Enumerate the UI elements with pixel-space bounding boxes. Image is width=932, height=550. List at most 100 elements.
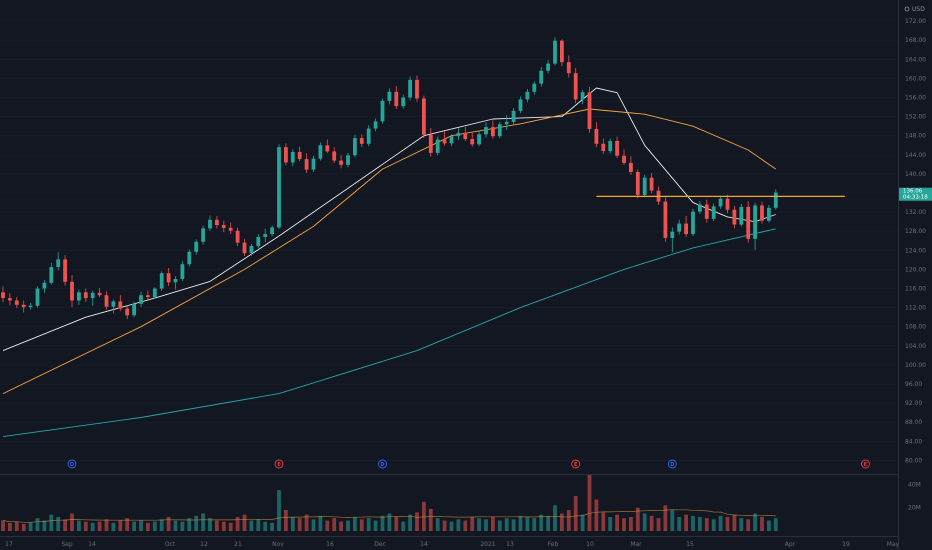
candle[interactable]: [422, 95, 426, 139]
candle[interactable]: [304, 153, 309, 173]
candle[interactable]: [70, 275, 74, 308]
candle[interactable]: [353, 134, 357, 158]
earnings-marker[interactable]: E: [571, 459, 581, 469]
candle[interactable]: [635, 169, 640, 199]
candle[interactable]: [629, 156, 633, 175]
candle[interactable]: [670, 227, 675, 253]
time-axis[interactable]: 17 Sep 14 Oct 12 21 Nov 16 Dec 14 2021 13 Feb 10 Mar 15…: [5, 541, 899, 548]
candle[interactable]: [477, 131, 481, 147]
candle[interactable]: [284, 143, 288, 166]
candle[interactable]: [90, 290, 95, 306]
candle[interactable]: [180, 261, 185, 281]
candle[interactable]: [139, 291, 143, 308]
candle[interactable]: [394, 86, 399, 109]
candle[interactable]: [373, 118, 378, 132]
candle[interactable]: [83, 288, 88, 302]
candle[interactable]: [408, 76, 412, 101]
candle[interactable]: [415, 75, 419, 102]
candle[interactable]: [242, 238, 247, 257]
candle[interactable]: [566, 55, 571, 78]
dividend-marker[interactable]: D: [67, 459, 77, 469]
candle[interactable]: [235, 227, 240, 247]
candle[interactable]: [208, 215, 212, 231]
candle[interactable]: [173, 276, 178, 290]
candle[interactable]: [42, 279, 47, 293]
candle[interactable]: [366, 125, 371, 147]
candle[interactable]: [560, 39, 564, 66]
candle[interactable]: [290, 149, 295, 167]
candle[interactable]: [532, 81, 537, 95]
candle[interactable]: [615, 136, 619, 159]
candle[interactable]: [518, 96, 523, 114]
candle[interactable]: [663, 197, 668, 242]
candle[interactable]: [504, 115, 509, 130]
candle[interactable]: [311, 155, 316, 173]
candle[interactable]: [739, 204, 744, 227]
candle[interactable]: [146, 290, 150, 301]
candle[interactable]: [573, 67, 578, 104]
candle[interactable]: [642, 174, 647, 198]
candle[interactable]: [767, 204, 771, 223]
candles[interactable]: [1, 37, 778, 320]
candle[interactable]: [152, 287, 157, 299]
candle[interactable]: [553, 37, 557, 66]
candle[interactable]: [456, 128, 461, 141]
candle[interactable]: [166, 267, 171, 287]
candle[interactable]: [435, 136, 440, 156]
candle[interactable]: [497, 121, 502, 139]
candle[interactable]: [594, 122, 599, 148]
candle[interactable]: [270, 225, 274, 237]
candle[interactable]: [608, 138, 613, 154]
candle[interactable]: [725, 194, 730, 214]
candle[interactable]: [463, 127, 468, 141]
candle[interactable]: [691, 208, 695, 236]
candle[interactable]: [339, 155, 343, 169]
candle[interactable]: [428, 128, 433, 157]
candle[interactable]: [297, 146, 302, 162]
candle[interactable]: [332, 147, 337, 163]
candle[interactable]: [587, 87, 592, 133]
candle[interactable]: [1, 286, 5, 303]
candle[interactable]: [470, 132, 475, 147]
candle[interactable]: [249, 244, 254, 256]
candle[interactable]: [228, 222, 233, 235]
candle[interactable]: [484, 122, 488, 138]
candle[interactable]: [215, 215, 219, 229]
candle[interactable]: [56, 252, 61, 271]
candle[interactable]: [718, 195, 723, 209]
candle[interactable]: [622, 149, 626, 165]
candle[interactable]: [539, 66, 544, 87]
candle[interactable]: [401, 94, 406, 109]
candle[interactable]: [263, 228, 268, 243]
candle[interactable]: [21, 300, 26, 313]
candle[interactable]: [8, 293, 12, 306]
candle[interactable]: [684, 215, 688, 237]
candle[interactable]: [511, 108, 516, 125]
candle[interactable]: [125, 305, 130, 320]
candle[interactable]: [28, 302, 33, 310]
candle[interactable]: [746, 201, 751, 243]
candle[interactable]: [256, 234, 261, 248]
candle[interactable]: [201, 225, 205, 245]
dividend-marker[interactable]: D: [378, 459, 387, 469]
candle[interactable]: [442, 130, 447, 146]
settings-icon[interactable]: [904, 6, 910, 12]
candle[interactable]: [359, 134, 364, 148]
candle[interactable]: [346, 152, 350, 168]
candle[interactable]: [491, 120, 495, 139]
candle[interactable]: [601, 138, 606, 154]
candle[interactable]: [63, 255, 67, 286]
candle[interactable]: [187, 249, 192, 267]
candle[interactable]: [677, 219, 682, 235]
candle[interactable]: [132, 301, 136, 318]
dividend-marker[interactable]: D: [667, 459, 677, 469]
candle[interactable]: [580, 89, 585, 105]
candle[interactable]: [49, 262, 54, 285]
candle[interactable]: [325, 139, 330, 153]
candle[interactable]: [221, 220, 226, 233]
candle[interactable]: [732, 205, 737, 229]
candle[interactable]: [118, 295, 123, 311]
candle[interactable]: [77, 289, 81, 305]
